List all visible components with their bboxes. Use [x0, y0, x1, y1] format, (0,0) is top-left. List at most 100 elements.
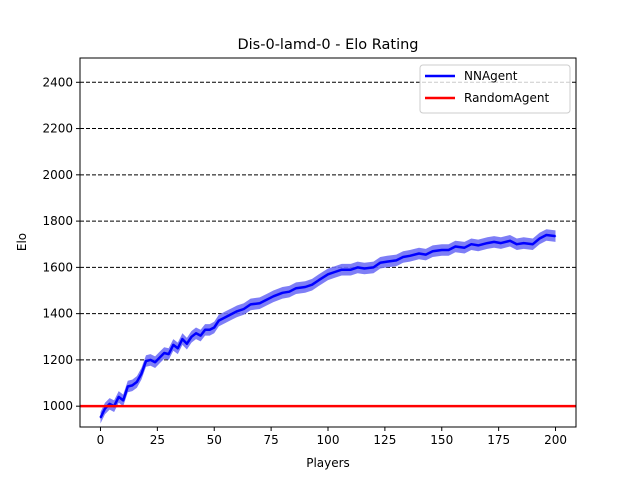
nnagent-point: [127, 385, 129, 388]
nnagent-point: [140, 373, 142, 375]
x-axis-label: Players: [306, 456, 350, 470]
nnagent-point: [195, 332, 197, 334]
nnagent-point: [493, 241, 495, 243]
nnagent-point: [209, 329, 211, 331]
nnagent-point: [231, 313, 233, 315]
x-tick-label: 200: [544, 433, 567, 447]
legend: NNAgent RandomAgent: [419, 64, 571, 114]
nnagent-point: [395, 259, 397, 261]
x-tick-label: 100: [317, 433, 340, 447]
y-tick-label: 2000: [42, 168, 73, 182]
nnagent-point: [341, 269, 343, 271]
nnagent-point: [545, 234, 548, 236]
nnagent-point: [288, 291, 290, 293]
nnagent-point: [311, 284, 313, 286]
nnagent-point: [177, 347, 179, 349]
nnagent-point: [122, 399, 124, 401]
nnagent-point: [409, 255, 411, 257]
nnagent-point: [379, 262, 381, 264]
y-tick-label: 2400: [42, 75, 73, 89]
nnagent-point: [149, 359, 152, 361]
y-tick-label: 1200: [42, 353, 73, 367]
nnagent-point: [363, 267, 365, 270]
nnagent-point: [159, 357, 161, 359]
nnagent-point: [372, 266, 375, 268]
nnagent-point: [250, 303, 252, 305]
nnagent-point: [486, 242, 488, 244]
nnagent-point: [295, 287, 297, 289]
nnagent-point: [204, 329, 206, 331]
x-tick-label: 25: [150, 433, 165, 447]
legend-randomagent-label: RandomAgent: [464, 91, 549, 105]
nnagent-point: [402, 256, 404, 258]
nnagent-point: [448, 249, 450, 251]
nnagent-point: [418, 252, 420, 255]
nnagent-point: [99, 417, 102, 419]
x-tick-label: 0: [97, 433, 105, 447]
nnagent-point: [213, 326, 215, 329]
nnagent-point: [236, 310, 238, 312]
legend-box: [419, 64, 571, 114]
nnagent-point: [259, 302, 261, 304]
nnagent-point: [145, 360, 147, 362]
nnagent-point: [334, 271, 336, 273]
nnagent-point: [386, 261, 388, 263]
nnagent-point: [516, 243, 518, 245]
nnagent-point: [131, 384, 133, 386]
chart-title: Dis-0-lamd-0 - Elo Rating: [237, 37, 418, 53]
nnagent-point: [509, 240, 511, 242]
series-lines: [80, 233, 576, 419]
y-tick-label: 1000: [42, 399, 73, 413]
nnagent-point: [104, 407, 106, 410]
nnagent-point: [500, 242, 502, 244]
nnagent-point: [357, 266, 359, 268]
nnagent-point: [109, 403, 111, 405]
y-axis-label: Elo: [15, 233, 29, 251]
x-tick-label: 50: [207, 433, 222, 447]
nnagent-line: [99, 233, 556, 419]
nnagent-point: [532, 243, 534, 245]
nnagent-point: [168, 353, 170, 355]
y-tick-label: 2200: [42, 122, 73, 136]
nnagent-point: [172, 344, 174, 346]
x-tick-label: 175: [487, 433, 510, 447]
nnagent-point: [181, 338, 183, 340]
nnagent-point: [190, 336, 193, 338]
axis-ticks: 1000 1200 1400 1600 1800 2000 2200 2400 0 25 50 75 1…: [42, 75, 567, 447]
nnagent-point: [118, 396, 120, 398]
legend-nnagent-label: NNAgent: [464, 69, 518, 83]
nnagent-point: [454, 245, 456, 248]
nnagent-point: [523, 242, 525, 244]
nnagent-point: [441, 249, 443, 251]
nnagent-point: [243, 308, 245, 310]
y-tick-label: 1600: [42, 260, 73, 274]
x-tick-label: 150: [430, 433, 453, 447]
y-tick-label: 1800: [42, 214, 73, 228]
nnagent-point: [318, 279, 320, 281]
nnagent-point: [186, 343, 188, 345]
nnagent-point: [163, 352, 165, 354]
nnagent-point: [539, 237, 541, 240]
nnagent-point: [350, 269, 352, 271]
nnagent-point: [225, 316, 227, 318]
nnagent-point: [327, 273, 329, 275]
nnagent-point: [281, 292, 284, 294]
plot-frame: [79, 57, 577, 428]
x-tick-label: 75: [263, 433, 278, 447]
nnagent-point: [432, 250, 434, 252]
nnagent-point: [477, 244, 479, 246]
nnagent-point: [154, 361, 156, 363]
nnagent-point: [463, 247, 466, 249]
nnagent-point: [470, 243, 472, 245]
nnagent-point: [266, 299, 268, 301]
nnagent-point: [304, 286, 306, 288]
nnagent-point: [554, 235, 557, 237]
nnagent-point: [425, 254, 427, 256]
nnagent-point: [218, 320, 220, 322]
nnagent-point: [136, 381, 138, 383]
x-tick-label: 125: [373, 433, 396, 447]
nnagent-point: [272, 295, 274, 297]
y-tick-label: 1400: [42, 307, 73, 321]
nnagent-point: [200, 335, 202, 337]
